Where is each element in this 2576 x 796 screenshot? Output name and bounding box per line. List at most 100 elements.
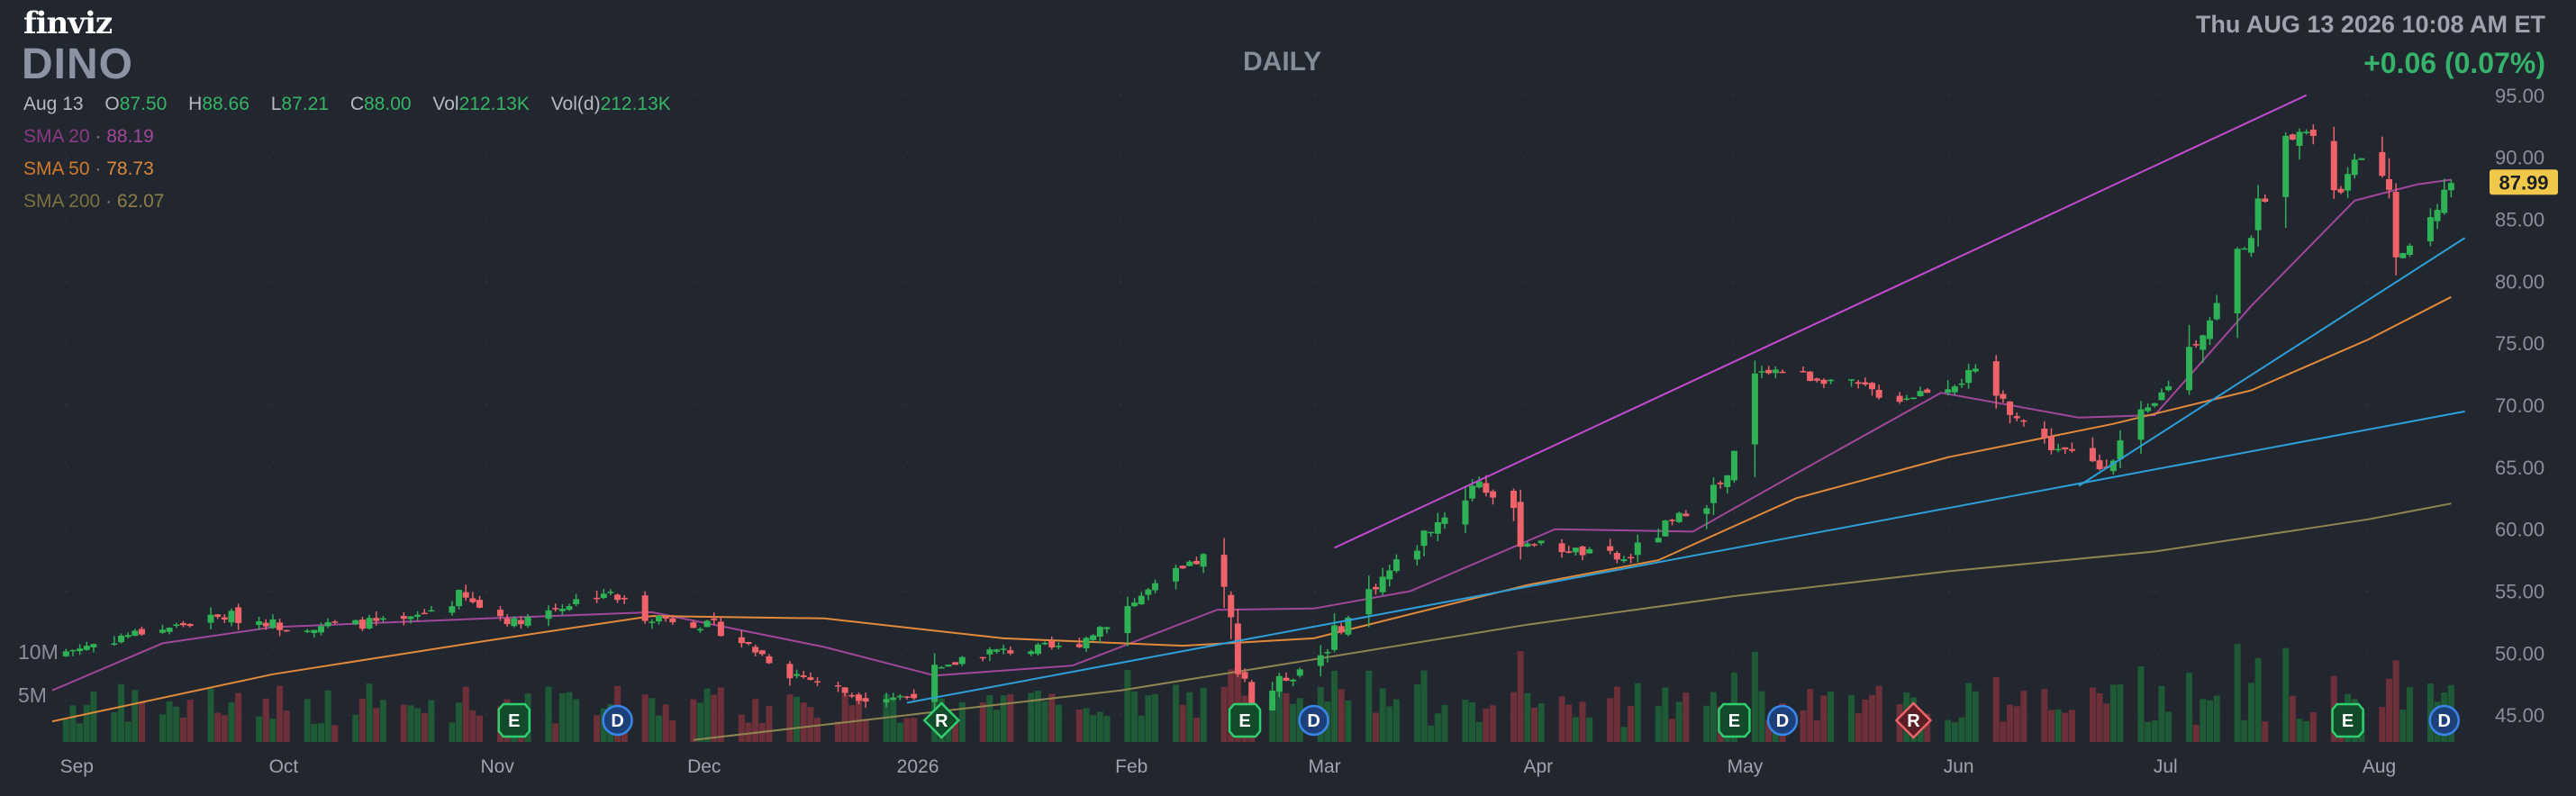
candle-body xyxy=(1372,586,1379,590)
volume-bar xyxy=(1428,725,1435,742)
candle-body xyxy=(1710,484,1717,503)
volume-bar xyxy=(283,710,290,742)
candle-body xyxy=(1413,550,1420,560)
volume-bar xyxy=(1848,694,1855,742)
event-label: R xyxy=(935,711,948,731)
candle-body xyxy=(600,593,607,599)
candle-body xyxy=(641,595,649,621)
sma20-value: 88.19 xyxy=(106,126,154,147)
candle-body xyxy=(173,624,180,627)
timeframe-label: DAILY xyxy=(1243,47,1322,77)
candle-body xyxy=(2158,392,2165,401)
volume-bar xyxy=(421,713,428,742)
event-marker-d: D xyxy=(1766,704,1799,737)
candle-body xyxy=(1765,369,1773,374)
volume-bar xyxy=(2145,721,2152,742)
event-shape xyxy=(1766,704,1799,737)
sma200-value: 62.07 xyxy=(116,191,165,212)
candle-body xyxy=(2109,460,2117,472)
volume-bar xyxy=(2041,689,2048,742)
candle-body xyxy=(414,614,422,618)
candle-body xyxy=(2089,448,2096,462)
volume-bar xyxy=(331,725,339,742)
volume-bar xyxy=(62,719,69,742)
price-tick-label: 75.00 xyxy=(2495,332,2544,355)
candle-body xyxy=(1951,386,1958,393)
volume-bar xyxy=(696,702,703,742)
volume-bar xyxy=(456,702,463,742)
candle-body xyxy=(2337,188,2345,193)
volume-bar xyxy=(2234,644,2241,742)
candle-body xyxy=(1275,675,1283,692)
volume-bar xyxy=(304,699,311,742)
volume-bar xyxy=(2007,704,2014,742)
candle-body xyxy=(2392,192,2399,258)
volume-bar xyxy=(1862,699,1869,742)
event-marker-d: D xyxy=(1298,704,1329,737)
volume-bar xyxy=(1462,700,1469,742)
candle-body xyxy=(1090,635,1097,640)
volume-bar xyxy=(766,705,773,742)
candle-body xyxy=(952,662,959,665)
sma200-legend[interactable]: SMA 200 · 62.07 xyxy=(23,191,165,212)
volume-bar xyxy=(1662,687,1669,742)
candle-body xyxy=(2068,448,2075,451)
candle-body xyxy=(1558,543,1565,553)
candle-body xyxy=(1613,553,1620,560)
volume-bar xyxy=(2192,724,2200,742)
volume-bar xyxy=(1090,715,1097,742)
sma50-line xyxy=(51,295,2452,723)
event-label: E xyxy=(508,711,520,731)
candle-body xyxy=(1234,623,1241,674)
volume-bar xyxy=(1945,719,1952,742)
volume-bar xyxy=(1958,717,1965,742)
volume-bar xyxy=(841,693,848,742)
candle-body xyxy=(262,622,269,627)
candle-body xyxy=(558,609,566,611)
candle-body xyxy=(1124,606,1131,634)
candle-body xyxy=(1524,543,1531,547)
candle-body xyxy=(138,629,145,635)
finviz-logo[interactable]: finviz xyxy=(23,5,113,41)
sma50-value: 78.73 xyxy=(106,158,154,179)
time-tick-label: Apr xyxy=(1523,756,1553,777)
price-tick-label: 85.00 xyxy=(2495,208,2544,231)
volume-bar xyxy=(2165,711,2172,742)
sma20-legend[interactable]: SMA 20 · 88.19 xyxy=(23,126,154,147)
candle-body xyxy=(1048,640,1056,648)
volume-bar xyxy=(428,700,435,742)
volume-bar xyxy=(400,704,407,742)
volume-bar xyxy=(1703,705,1710,742)
event-label: E xyxy=(1728,711,1740,731)
volume-bar xyxy=(1173,684,1180,742)
price-axis: 95.00 90.00 85.00 80.00 75.00 70.00 65.00 60.00… xyxy=(2495,85,2544,727)
candle-body xyxy=(1392,559,1400,572)
sma50-legend[interactable]: SMA 50 · 78.73 xyxy=(23,158,154,179)
volume-bar xyxy=(1220,686,1228,742)
volume-bar xyxy=(1751,651,1758,742)
candle-body xyxy=(1483,483,1490,493)
candle-body xyxy=(186,623,194,627)
candle-body xyxy=(2330,140,2337,191)
volume-bar xyxy=(573,699,580,742)
candle-body xyxy=(456,590,463,607)
volume-bar xyxy=(855,694,862,742)
trendline-lower xyxy=(906,410,2465,704)
event-marker-r: R xyxy=(1894,701,1933,739)
candle-body xyxy=(2013,416,2020,419)
volume-bar xyxy=(1537,703,1545,742)
volume-tick-label: 10M xyxy=(18,640,59,664)
volume-bar xyxy=(2109,684,2117,742)
ohlc-open: O87.50 xyxy=(104,94,167,114)
volume-bar xyxy=(2262,721,2269,742)
candle-body xyxy=(1924,389,1931,393)
candle-body xyxy=(379,618,386,620)
volume-bar xyxy=(1386,706,1393,742)
candle-body xyxy=(1103,627,1111,629)
candle-body xyxy=(1193,560,1200,565)
volume-bar xyxy=(2303,720,2310,742)
candle-body xyxy=(496,610,503,617)
event-shape xyxy=(2428,704,2460,737)
candle-body xyxy=(1669,520,1676,521)
